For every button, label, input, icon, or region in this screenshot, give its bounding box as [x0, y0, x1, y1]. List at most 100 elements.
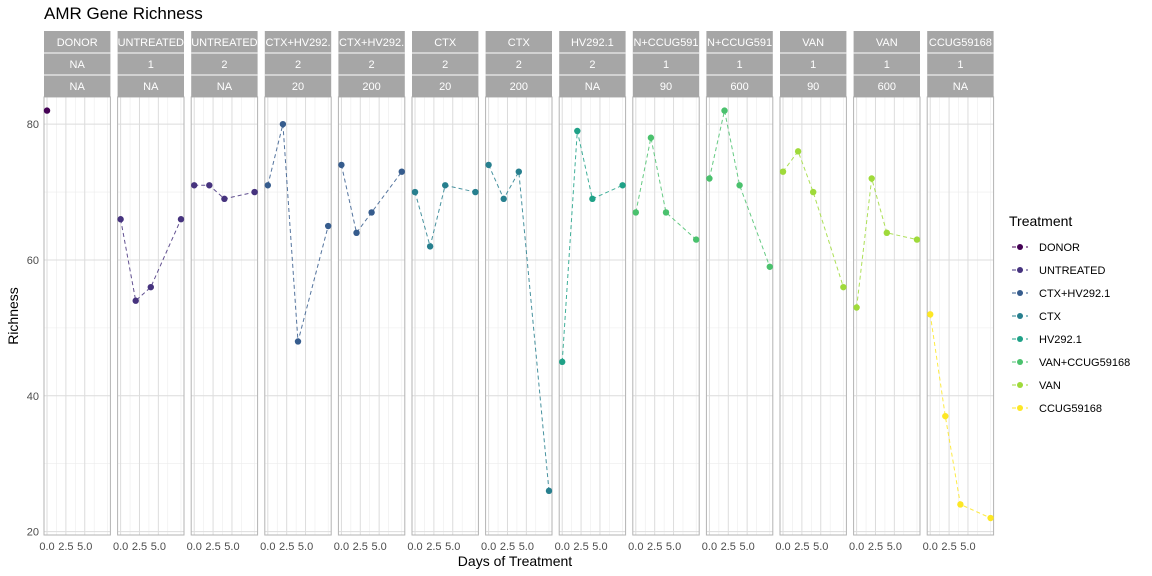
x-tick-label: 5.0 — [224, 541, 239, 553]
x-tick-label: 5.0 — [151, 541, 166, 553]
series-line — [488, 164, 550, 491]
data-point — [472, 188, 479, 196]
strip-label: 90 — [807, 81, 819, 93]
panel-border — [705, 96, 774, 536]
panel-border — [632, 96, 700, 536]
data-point — [736, 182, 743, 189]
data-point — [619, 182, 626, 189]
legend-label: VAN — [1039, 380, 1061, 392]
data-point — [721, 107, 728, 114]
facet-strip — [559, 31, 626, 97]
x-tick-label: 5.0 — [77, 541, 92, 553]
data-point — [368, 209, 375, 216]
facet-strip — [191, 31, 258, 97]
data-point — [545, 487, 553, 495]
data-point — [191, 182, 198, 189]
data-point — [221, 195, 228, 203]
facet-strip — [44, 31, 111, 97]
data-point — [853, 304, 860, 311]
legend-label: DONOR — [1039, 242, 1080, 254]
y-tick-label: 40 — [27, 391, 39, 403]
strip-label: N+CCUG591 — [707, 37, 772, 49]
x-tick-label: 2.5 — [279, 541, 294, 553]
data-point — [294, 338, 302, 345]
x-tick-label: 2.5 — [353, 541, 368, 553]
x-tick-label: 5.0 — [519, 541, 534, 553]
strip-label: 90 — [660, 81, 672, 93]
strip-label: 2 — [221, 59, 227, 71]
x-tick-label: 0.0 — [923, 541, 938, 553]
data-point — [132, 297, 139, 304]
data-point — [442, 182, 449, 189]
series-line — [929, 314, 991, 519]
legend-key-point — [1017, 359, 1023, 365]
strip-label: N+CCUG591 — [633, 37, 698, 49]
strip-label: CCUG59168 — [929, 37, 992, 49]
series-line — [561, 130, 623, 362]
data-point — [942, 412, 949, 420]
data-point — [868, 175, 875, 182]
series-line — [194, 184, 255, 200]
strip-label: 2 — [295, 59, 301, 71]
legend-key-point — [1017, 267, 1023, 273]
y-axis-title: Richness — [5, 287, 21, 345]
data-point — [987, 514, 994, 522]
data-point — [426, 243, 434, 250]
data-point — [398, 168, 405, 175]
legend-key-point — [1017, 313, 1023, 319]
x-tick-label: 5.0 — [371, 541, 386, 553]
x-tick-label: 2.5 — [205, 541, 220, 553]
facet-strip — [780, 31, 847, 97]
strip-label: NA — [953, 81, 969, 93]
strip-label: NA — [70, 59, 86, 71]
strip-label: 1 — [810, 59, 816, 71]
strip-label: UNTREATED — [191, 37, 257, 49]
data-point — [647, 134, 655, 141]
x-tick-label: 2.5 — [132, 541, 147, 553]
data-point — [500, 195, 507, 203]
strip-label: CTX — [434, 37, 457, 49]
legend-key-point — [1017, 336, 1023, 342]
strip-label: 20 — [292, 81, 304, 93]
legend-label: CTX — [1039, 311, 1062, 323]
data-point — [411, 188, 419, 196]
series-line — [414, 184, 476, 249]
x-tick-label: 0.0 — [775, 541, 790, 553]
strip-label: 1 — [737, 59, 743, 71]
facet-strip — [853, 31, 920, 97]
facet-strip — [264, 31, 332, 97]
x-tick-label: 5.0 — [592, 541, 607, 553]
strip-label: NA — [143, 81, 159, 93]
data-point — [117, 216, 124, 223]
x-tick-label: 2.5 — [647, 541, 662, 553]
legend-label: HV292.1 — [1039, 334, 1082, 346]
strip-label: 1 — [148, 59, 154, 71]
data-point — [957, 501, 964, 508]
legend-label: CCUG59168 — [1039, 403, 1102, 415]
strip-label: VAN — [802, 37, 824, 49]
series-line — [782, 150, 844, 288]
data-point — [766, 263, 773, 270]
x-tick-label: 2.5 — [941, 541, 956, 553]
strip-label: 2 — [369, 59, 375, 71]
panel-border — [43, 96, 111, 536]
legend-key-point — [1017, 405, 1023, 411]
data-point — [913, 236, 921, 243]
series-line — [120, 219, 182, 302]
data-point — [589, 195, 596, 203]
legend-label: VAN+CCUG59168 — [1039, 357, 1130, 369]
series-line — [856, 178, 918, 308]
facet-strip — [485, 31, 552, 97]
facet-strip — [117, 31, 184, 97]
y-tick-label: 60 — [27, 255, 39, 267]
strip-label: 600 — [878, 81, 896, 93]
strip-label: 2 — [516, 59, 522, 71]
data-point — [279, 120, 287, 128]
x-tick-label: 2.5 — [721, 541, 736, 553]
legend-title: Treatment — [1009, 213, 1072, 229]
facet-strip — [338, 31, 405, 97]
legend-key-point — [1017, 382, 1023, 388]
strip-label: 200 — [510, 81, 528, 93]
data-point — [147, 283, 154, 291]
panel-border — [117, 96, 185, 536]
